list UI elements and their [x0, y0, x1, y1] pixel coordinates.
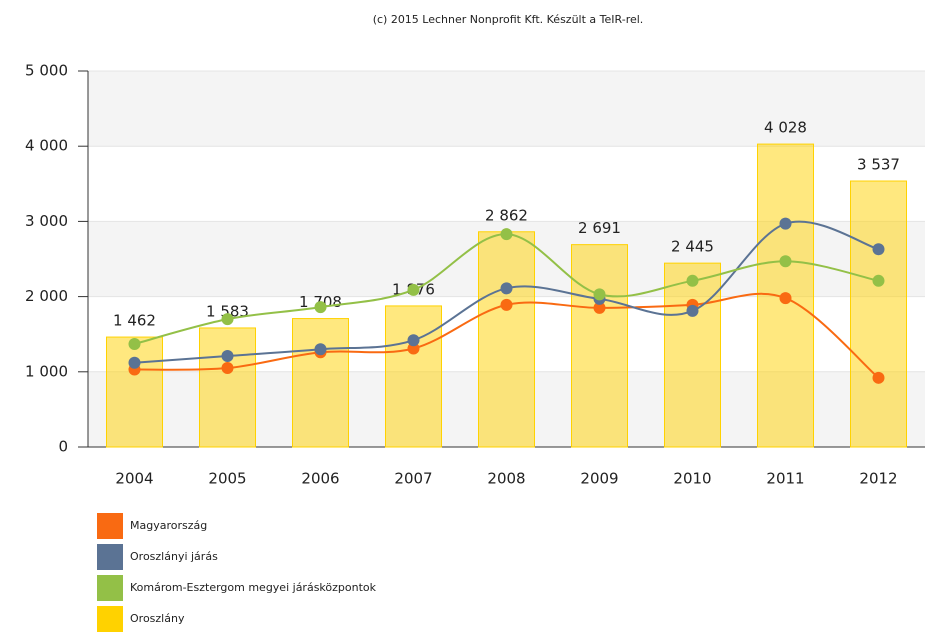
legend-label: Oroszlány: [130, 612, 185, 625]
point: [872, 243, 885, 256]
y-tick-label: 3 000: [25, 212, 68, 230]
point: [593, 301, 606, 314]
point: [686, 274, 699, 287]
x-tick-label: 2006: [301, 470, 339, 488]
y-tick-label: 1 000: [25, 362, 68, 380]
x-tick-label: 2005: [208, 470, 246, 488]
y-tick-label: 5 000: [25, 62, 68, 80]
point: [221, 362, 234, 375]
legend-label: Oroszlányi járás: [130, 550, 218, 563]
point: [500, 282, 513, 295]
point: [593, 288, 606, 301]
y-tick-label: 0: [58, 438, 68, 456]
point: [872, 371, 885, 384]
value-label: 2 691: [578, 219, 621, 237]
value-label: 2 862: [485, 206, 528, 224]
legend-swatch: [97, 575, 123, 601]
x-tick-label: 2012: [859, 470, 897, 488]
point: [407, 342, 420, 355]
value-label: 4 028: [764, 119, 807, 137]
point: [128, 356, 141, 369]
x-tick-label: 2004: [115, 470, 153, 488]
value-label: 1 462: [113, 312, 156, 330]
x-tick-label: 2007: [394, 470, 432, 488]
bar: [106, 336, 163, 448]
value-label: 3 537: [857, 156, 900, 174]
x-tick-label: 2008: [487, 470, 525, 488]
point: [779, 217, 792, 230]
x-tick-label: 2011: [766, 470, 804, 488]
legend-swatch: [97, 606, 123, 632]
bar: [571, 244, 628, 448]
point: [500, 298, 513, 311]
bar: [478, 231, 535, 448]
x-tick-label: 2009: [580, 470, 618, 488]
point: [128, 337, 141, 350]
point: [872, 274, 885, 287]
bar: [199, 327, 256, 448]
bar: [664, 262, 721, 448]
x-tick-label: 2010: [673, 470, 711, 488]
chart-title: (c) 2015 Lechner Nonprofit Kft. Készült …: [373, 13, 644, 26]
point: [314, 343, 327, 356]
y-tick-label: 2 000: [25, 287, 68, 305]
point: [221, 313, 234, 326]
y-tick-label: 4 000: [25, 137, 68, 155]
legend-label: Magyarország: [130, 519, 207, 532]
point: [221, 350, 234, 363]
point: [314, 301, 327, 314]
point: [407, 283, 420, 296]
point: [686, 304, 699, 317]
legend-label: Komárom-Esztergom megyei járásközpontok: [130, 581, 377, 594]
value-label: 1 583: [206, 302, 249, 320]
bar: [385, 305, 442, 448]
legend-swatch: [97, 544, 123, 570]
bar: [292, 318, 349, 448]
value-label: 2 445: [671, 238, 714, 256]
point: [779, 255, 792, 268]
point: [500, 228, 513, 241]
point: [407, 334, 420, 347]
point: [779, 292, 792, 305]
legend-swatch: [97, 513, 123, 539]
bar: [850, 180, 907, 448]
grid-band: [88, 71, 925, 147]
